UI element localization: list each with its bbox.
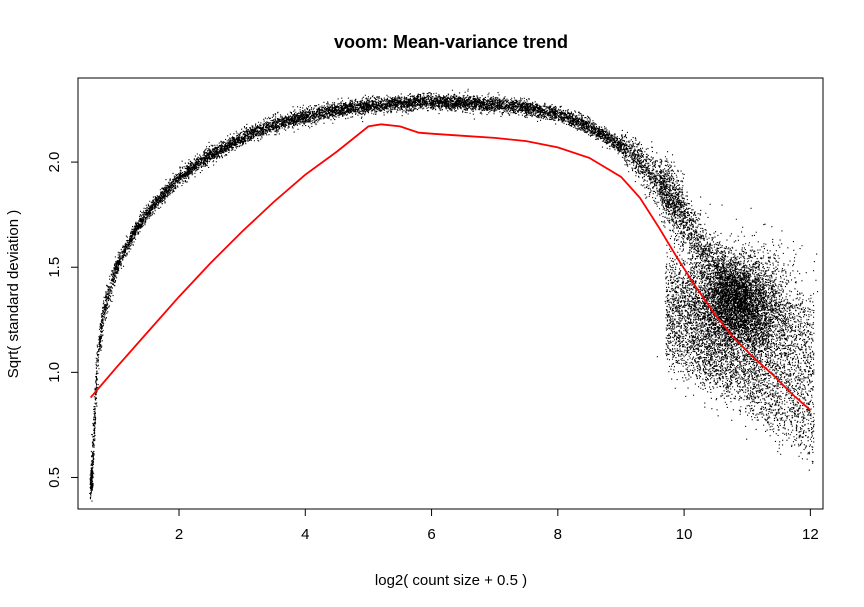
plot-frame bbox=[77, 77, 824, 510]
y-tick-label: 2.0 bbox=[46, 152, 63, 173]
y-axis: 0.5 1.0 1.5 2.0 bbox=[46, 152, 78, 488]
chart-title: voom: Mean-variance trend bbox=[334, 32, 568, 52]
x-tick-label: 8 bbox=[554, 526, 562, 543]
x-tick-label: 6 bbox=[427, 526, 435, 543]
x-tick-label: 10 bbox=[676, 526, 693, 543]
y-tick-label: 1.0 bbox=[46, 362, 63, 383]
y-axis-label: Sqrt( standard deviation ) bbox=[5, 210, 22, 378]
x-tick-label: 2 bbox=[175, 526, 183, 543]
x-axis-label: log2( count size + 0.5 ) bbox=[375, 572, 527, 589]
x-tick-label: 4 bbox=[301, 526, 309, 543]
x-axis: 2 4 6 8 10 12 bbox=[175, 509, 819, 543]
trend-line bbox=[89, 123, 811, 411]
y-tick-label: 1.5 bbox=[46, 257, 63, 278]
x-tick-label: 12 bbox=[802, 526, 819, 543]
y-tick-label: 0.5 bbox=[46, 467, 63, 488]
